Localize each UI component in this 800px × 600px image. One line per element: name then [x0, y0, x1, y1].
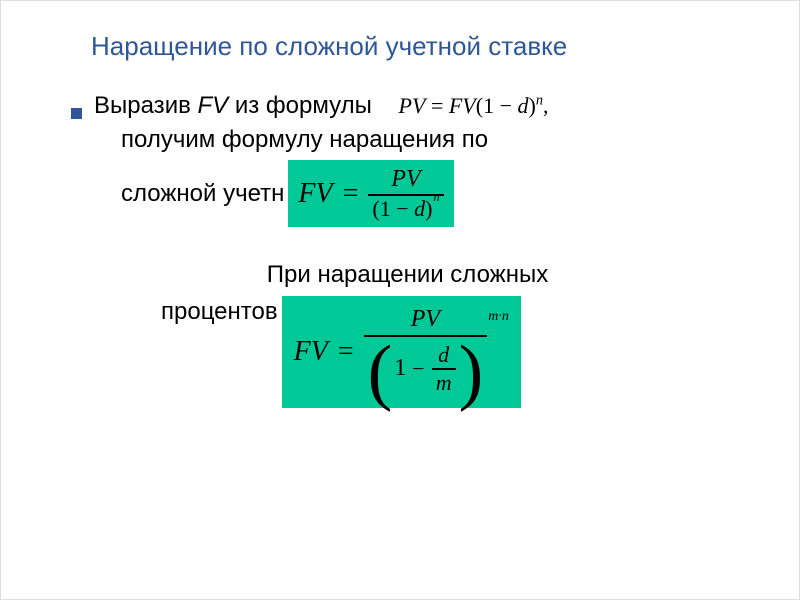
- inline-lhs: PV: [399, 93, 426, 118]
- paragraph-3b: процентов: [161, 296, 278, 328]
- line1-text: Выразив FV из формулы PV = FV(1 − d)n,: [94, 92, 548, 120]
- line1-var: FV: [198, 92, 229, 119]
- inline-eq: =: [425, 93, 448, 118]
- f2-minus: −: [412, 356, 424, 381]
- lparen-icon: (: [368, 341, 393, 404]
- inline-tail: ,: [543, 93, 549, 118]
- bullet-line-1: Выразив FV из формулы PV = FV(1 − d)n,: [71, 92, 744, 120]
- f1-num: PV: [387, 166, 424, 194]
- bullet-icon: [71, 108, 82, 119]
- formula2-box: FV = PV ( 1 − d m ): [282, 296, 521, 408]
- f2-exp: m·n: [488, 308, 509, 327]
- inline-rhs-c: ): [528, 93, 535, 118]
- paragraph-2b: сложной учетн: [121, 178, 284, 210]
- f2-inner-den: m: [432, 370, 456, 395]
- f2-one: 1: [394, 355, 406, 383]
- inline-rhs-b: (1 −: [476, 93, 518, 118]
- paragraph-2a: получим формулу наращения по: [71, 124, 744, 156]
- f2-eq: =: [338, 333, 354, 371]
- f1-den: (1 − d)n: [368, 196, 443, 221]
- paragraph-2b-wrap: сложной учетн FV = PV (1 − d)n: [71, 160, 744, 227]
- spacer: [71, 227, 744, 245]
- f1-den-a: (1 −: [372, 196, 414, 221]
- f2-den: ( 1 − d m ): [364, 337, 488, 400]
- f1-frac: PV (1 − d)n: [368, 166, 443, 221]
- f1-eq: =: [343, 175, 359, 213]
- f2-frac: PV ( 1 − d m ): [364, 304, 488, 400]
- formula1-box: FV = PV (1 − d)n: [288, 160, 453, 227]
- line1-suffix: из формулы: [228, 92, 372, 119]
- f2-lhs: FV: [294, 333, 328, 371]
- f2-inner-num: d: [434, 342, 453, 367]
- inline-exp: n: [536, 93, 543, 109]
- f1-den-b: ): [425, 196, 432, 221]
- inline-rhs-var: d: [517, 93, 528, 118]
- f1-den-var: d: [414, 196, 425, 221]
- f2-inner-frac: d m: [432, 342, 456, 395]
- line1-prefix: Выразив: [94, 92, 198, 119]
- paragraph-3b-wrap: процентов FV = PV ( 1 − d m: [71, 296, 744, 408]
- slide: Наращение по сложной учетной ставке Выра…: [0, 0, 800, 600]
- f2-num: PV: [407, 304, 444, 336]
- rparen-icon: ): [459, 341, 484, 404]
- inline-rhs-a: FV: [449, 93, 476, 118]
- f1-lhs: FV: [298, 175, 332, 213]
- paragraph-3a: При наращении сложных: [71, 259, 744, 291]
- f1-exp: n: [433, 190, 439, 204]
- inline-formula: PV = FV(1 − d)n,: [399, 93, 549, 118]
- slide-title: Наращение по сложной учетной ставке: [71, 31, 744, 62]
